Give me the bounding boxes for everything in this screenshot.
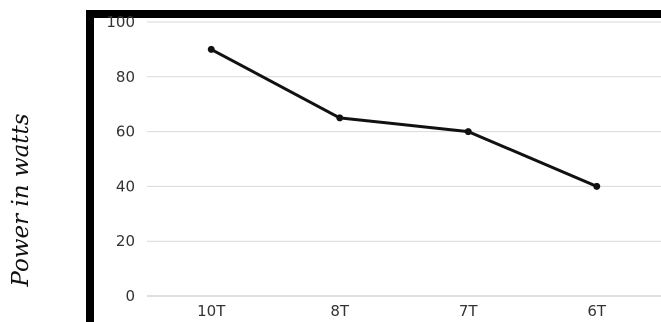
series-layer — [207, 45, 601, 190]
x-tick-label: 7T — [459, 302, 479, 320]
frame-left-border — [86, 10, 94, 322]
series-line — [209, 47, 599, 188]
x-tick-label: 8T — [330, 302, 350, 320]
y-tick-label: 60 — [116, 123, 135, 141]
y-tick-label: 80 — [116, 68, 135, 86]
y-axis-label: Power in watts — [8, 113, 34, 287]
y-tick-label: 100 — [106, 13, 135, 31]
data-point — [464, 128, 472, 136]
x-tick-label: 10T — [197, 302, 226, 320]
frame-top-border — [86, 10, 661, 18]
x-tick-label: 6T — [587, 302, 607, 320]
y-tick-label: 40 — [116, 177, 135, 195]
x-axis-ticks: 10T 8T 7T 6T — [197, 302, 607, 320]
data-point — [336, 114, 344, 122]
data-point — [207, 45, 215, 53]
gridlines — [147, 21, 661, 297]
y-tick-label: 20 — [116, 232, 135, 250]
y-tick-label: 0 — [125, 287, 135, 305]
data-point — [593, 182, 601, 190]
y-axis-ticks: 0 20 40 60 80 100 — [106, 13, 135, 305]
